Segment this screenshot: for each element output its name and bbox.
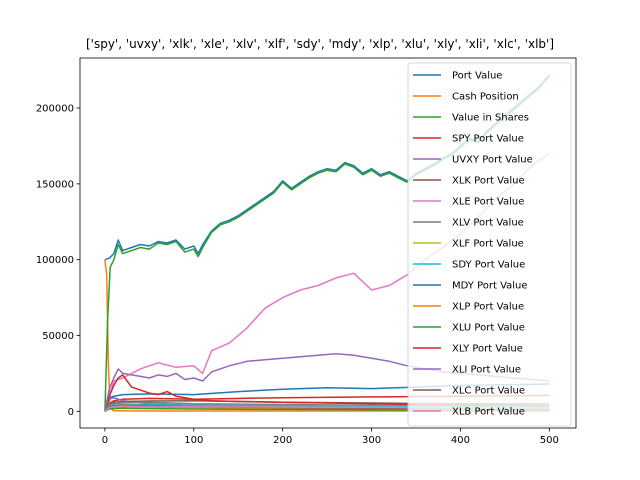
legend-label: XLU Port Value: [452, 323, 525, 334]
x-tick-label: 200: [273, 435, 292, 446]
chart-title: ['spy', 'uvxy', 'xlk', 'xle', 'xlv', 'xl…: [86, 37, 554, 51]
legend-label: Cash Position: [452, 92, 519, 103]
legend: Port Value Cash Position Value in Shares SP…: [407, 62, 572, 427]
legend-label: UVXY Port Value: [452, 155, 533, 166]
x-axis: 0 100 200 300 400 500: [102, 428, 559, 446]
y-tick-label: 0: [68, 407, 74, 418]
y-axis: 0 50000 100000 150000 200000: [36, 104, 80, 418]
legend-label: MDY Port Value: [452, 281, 528, 292]
y-tick-label: 100000: [36, 255, 74, 266]
legend-label: XLE Port Value: [452, 197, 524, 208]
legend-label: XLF Port Value: [452, 239, 524, 250]
y-tick-label: 200000: [36, 104, 74, 115]
series-line-1: [104, 259, 550, 412]
y-tick-label: 50000: [42, 331, 74, 342]
x-tick-label: 300: [362, 435, 381, 446]
x-tick-label: 0: [102, 435, 108, 446]
legend-label: Value in Shares: [452, 113, 529, 124]
legend-label: XLI Port Value: [452, 365, 521, 376]
legend-label: XLC Port Value: [452, 386, 525, 397]
legend-label: SPY Port Value: [452, 134, 524, 145]
legend-label: XLV Port Value: [452, 218, 524, 229]
legend-label: Port Value: [452, 71, 502, 82]
x-tick-label: 500: [540, 435, 559, 446]
x-tick-label: 100: [184, 435, 203, 446]
x-tick-label: 400: [451, 435, 470, 446]
legend-label: SDY Port Value: [452, 260, 525, 271]
legend-label: XLK Port Value: [452, 176, 525, 187]
legend-label: XLB Port Value: [452, 407, 525, 418]
plot-frame: [79, 57, 577, 429]
legend-label: XLP Port Value: [452, 302, 524, 313]
legend-box: [407, 62, 572, 427]
y-tick-label: 150000: [36, 179, 74, 190]
series-line-13: [104, 374, 550, 412]
legend-label: XLY Port Value: [452, 344, 523, 355]
